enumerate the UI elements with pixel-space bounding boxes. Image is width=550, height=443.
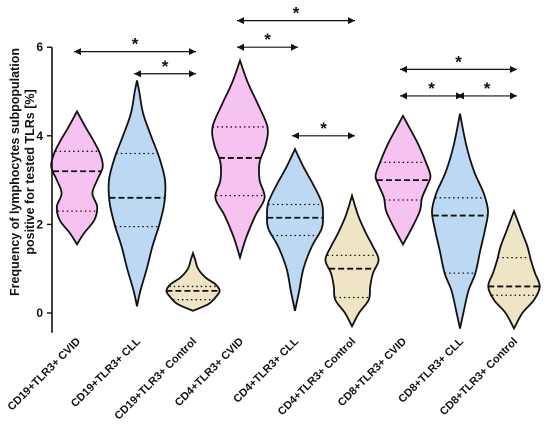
significance-star: * — [320, 119, 327, 138]
arrow-head — [510, 65, 517, 73]
arrow-head — [510, 92, 517, 100]
violin-7 — [431, 113, 489, 329]
significance-star: * — [162, 57, 169, 76]
violin-5 — [324, 192, 380, 329]
violin-shape — [324, 192, 380, 329]
arrow-head — [400, 65, 407, 73]
violins-layer — [50, 57, 541, 331]
significance-star: * — [428, 79, 435, 98]
significance-star: * — [132, 35, 139, 54]
arrow-head — [189, 70, 196, 78]
violin-shape — [374, 113, 432, 247]
significance-bracket: * — [292, 119, 355, 140]
violin-shape — [107, 80, 167, 307]
y-tick-label: 4 — [36, 129, 43, 143]
violin-shape — [431, 113, 489, 329]
violin-8 — [487, 208, 541, 331]
violin-0 — [50, 109, 104, 247]
violin-6 — [374, 113, 432, 247]
y-tick-label: 2 — [36, 217, 43, 231]
significance-bracket: * — [237, 30, 298, 51]
arrow-head — [237, 17, 244, 25]
significance-star: * — [264, 30, 271, 49]
arrow-head — [74, 48, 81, 56]
arrow-head — [348, 132, 355, 140]
violin-3 — [211, 57, 269, 261]
significance-bracket: * — [400, 79, 463, 100]
violin-shape — [487, 208, 541, 331]
arrow-head — [237, 43, 244, 51]
violin-1 — [107, 80, 167, 307]
arrow-head — [400, 92, 407, 100]
significance-bracket: * — [400, 52, 517, 73]
y-tick-label: 0 — [36, 306, 43, 320]
violin-4 — [266, 146, 324, 311]
violin-shape — [165, 250, 221, 312]
significance-bracket: * — [74, 35, 196, 56]
significance-layer: * * * * * * * * — [74, 4, 517, 140]
violin-shape — [266, 146, 324, 311]
y-tick-label: 6 — [36, 40, 43, 54]
significance-star: * — [455, 52, 462, 71]
significance-bracket: * — [134, 57, 196, 78]
significance-star: * — [484, 79, 491, 98]
arrow-head — [189, 48, 196, 56]
arrow-head — [291, 43, 298, 51]
violin-shape — [50, 109, 104, 247]
violin-2 — [165, 250, 221, 312]
arrow-head — [134, 70, 141, 78]
arrow-head — [457, 92, 464, 100]
significance-star: * — [293, 4, 300, 23]
arrow-head — [348, 17, 355, 25]
arrow-head — [292, 132, 299, 140]
y-axis: 0 2 4 6 — [36, 40, 53, 333]
significance-bracket: * — [457, 79, 517, 100]
significance-bracket: * — [237, 4, 355, 25]
violin-shape — [211, 57, 269, 261]
